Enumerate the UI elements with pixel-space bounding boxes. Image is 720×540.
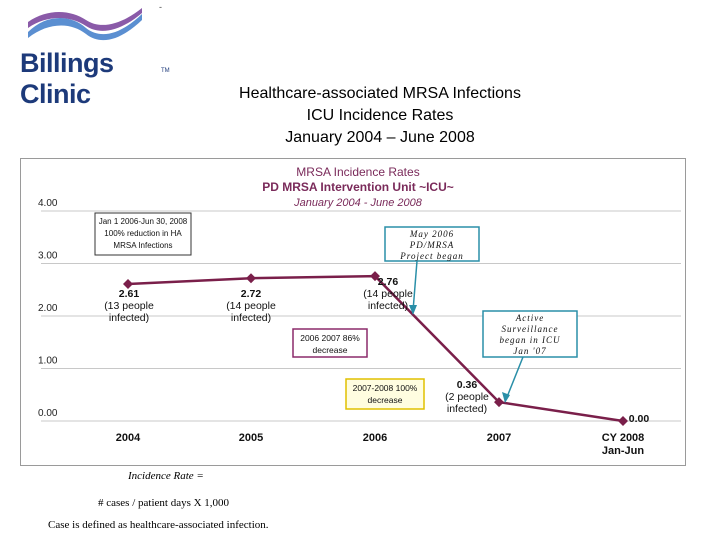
data-label: (13 people <box>104 300 154 312</box>
data-label: (14 people <box>226 300 276 312</box>
callout-arrow-line <box>412 260 418 312</box>
callout-arrowhead <box>409 305 417 315</box>
x-tick-label: 2004 <box>116 432 141 444</box>
annotation-text: decrease <box>368 395 403 405</box>
data-series <box>123 271 628 426</box>
logo-text: Billings Clinic <box>20 48 114 109</box>
y-tick-label: 1.00 <box>38 356 58 367</box>
logo-trademark: TM <box>161 68 170 74</box>
slide-title-line1: Healthcare-associated MRSA Infections <box>239 85 521 102</box>
case-definition: Case is defined as healthcare-associated… <box>48 519 269 531</box>
logo-wave-icon <box>28 8 142 41</box>
callout-text: began in ICU <box>500 335 561 345</box>
annotations: Jan 1 2006-Jun 30, 2008 100% reduction in… <box>94 212 578 410</box>
data-point-marker <box>618 416 628 426</box>
y-tick-label: 0.00 <box>38 408 58 419</box>
chart-container: MRSA Incidence Rates PD MRSA Interventio… <box>20 158 686 466</box>
y-tick-label: 3.00 <box>38 251 58 262</box>
data-label: 0.36 <box>457 379 478 391</box>
slide-title: Healthcare-associated MRSA Infections IC… <box>150 83 610 149</box>
data-point-marker <box>123 278 133 289</box>
data-label: 2.61 <box>119 288 140 300</box>
callout-text: Surveillance <box>502 324 559 334</box>
header-dash: - <box>159 2 162 12</box>
data-label: infected) <box>231 312 271 324</box>
annotation-box-100pct <box>345 378 425 410</box>
data-label: infected) <box>368 300 408 312</box>
callout-arrowhead <box>502 392 510 403</box>
callout-text: May 2006 <box>409 229 454 239</box>
callout-text: Jan '07 <box>513 346 546 356</box>
chart-subtitle: PD MRSA Intervention Unit ~ICU~ <box>262 180 454 194</box>
annotation-text: 100% reduction in HA <box>104 229 182 238</box>
annotation-box-86pct <box>292 328 368 358</box>
data-label: 2.76 <box>378 276 399 288</box>
billings-clinic-logo: Billings Clinic TM <box>10 8 190 109</box>
data-label: (14 people <box>363 288 413 300</box>
formula: # cases / patient days X 1,000 <box>98 497 230 509</box>
annotation-text: 2006 2007 86% <box>300 333 360 343</box>
callout-box-project-start <box>384 226 480 262</box>
data-label: 2.72 <box>241 288 262 300</box>
x-tick-label: 2007 <box>487 432 511 444</box>
x-tick-label: CY 2008 <box>602 432 645 444</box>
x-tick-label: Jan-Jun <box>602 445 644 457</box>
data-point-marker <box>246 273 256 284</box>
x-tick-label: 2006 <box>363 432 387 444</box>
callout-arrow-line <box>506 356 524 398</box>
data-point-marker <box>494 397 504 408</box>
callout-text: Project began <box>399 251 463 261</box>
annotation-text: MRSA Infections <box>113 241 172 250</box>
data-label: infected) <box>447 403 487 415</box>
callout-text: PD/MRSA <box>409 240 455 250</box>
data-label: infected) <box>109 312 149 324</box>
annotation-text: Jan 1 2006-Jun 30, 2008 <box>99 217 188 226</box>
x-tick-label: 2005 <box>239 432 263 444</box>
slide-title-line3: January 2004 – June 2008 <box>285 129 475 146</box>
y-axis: 0.00 1.00 2.00 3.00 4.00 <box>38 198 58 419</box>
data-label: 0.00 <box>629 413 650 425</box>
y-tick-label: 4.00 <box>38 198 58 209</box>
callout-text: Active <box>515 313 544 323</box>
chart-period: January 2004 - June 2008 <box>293 197 423 209</box>
y-tick-label: 2.00 <box>38 303 58 314</box>
formula-label: Incidence Rate = <box>128 470 204 482</box>
slide-title-line2: ICU Incidence Rates <box>306 107 454 124</box>
annotation-box-reduction <box>94 212 192 256</box>
incidence-chart: MRSA Incidence Rates PD MRSA Interventio… <box>38 165 681 457</box>
chart-title: MRSA Incidence Rates <box>296 165 419 179</box>
data-label: (2 people <box>445 391 489 403</box>
annotation-text: 2007-2008 100% <box>353 383 418 393</box>
annotation-text: decrease <box>313 345 348 355</box>
data-point-marker <box>370 271 380 282</box>
callout-box-surveillance <box>482 310 578 358</box>
